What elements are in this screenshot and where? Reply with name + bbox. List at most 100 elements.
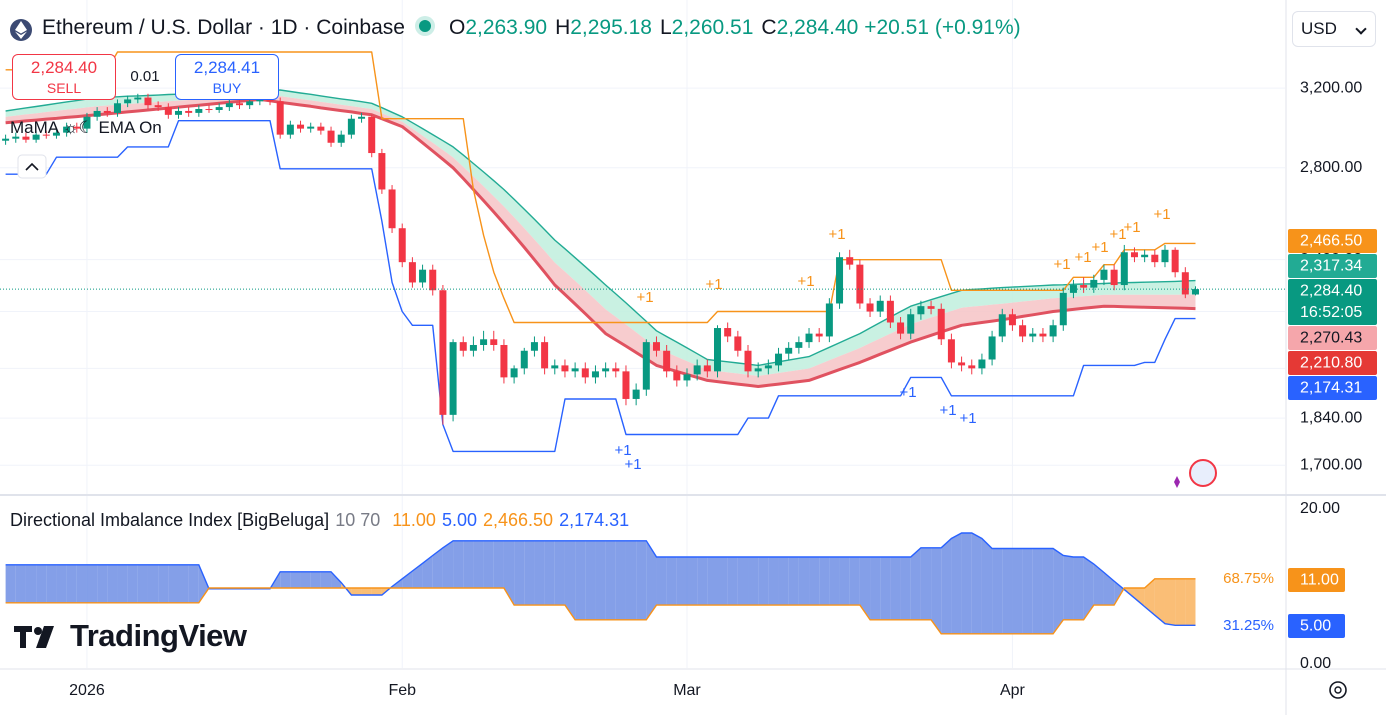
currency-select[interactable]: USD	[1292, 11, 1376, 47]
imbalance-fill	[595, 540, 606, 620]
candle-body	[236, 103, 244, 106]
buy-label: BUY	[212, 80, 242, 96]
imbalance-fill	[788, 557, 799, 606]
price-tag-label: 2,174.31	[1300, 380, 1362, 397]
collapse-button[interactable]	[17, 154, 47, 179]
buy-button[interactable]: 2,284.41 BUY	[175, 54, 279, 100]
imbalance-fill	[544, 540, 555, 606]
y-tick-label: 0.00	[1300, 655, 1331, 672]
candle-body	[632, 389, 640, 399]
imbalance-fill	[575, 540, 586, 620]
imbalance-fill	[798, 557, 810, 606]
candle-body	[52, 132, 60, 136]
imbalance-fill	[483, 540, 494, 589]
symbol: Ethereum / U.S. Dollar · 1D · Coinbase	[42, 16, 405, 39]
candle-body	[500, 344, 508, 378]
imbalance-fill	[778, 557, 789, 606]
buy-price: 2,284.41	[193, 58, 261, 77]
indicator-line	[5, 120, 1196, 453]
candle-body	[602, 368, 610, 372]
candle-body	[1141, 254, 1149, 258]
imbalance-fill	[676, 557, 687, 606]
imbalance-fill	[951, 533, 962, 634]
candle-body	[459, 342, 467, 351]
imbalance-fill	[1053, 548, 1064, 634]
indicator-value: 2,174.31	[559, 510, 630, 530]
imbalance-fill	[1002, 548, 1013, 634]
imbalance-fill	[1022, 548, 1033, 634]
imbalance-fill	[402, 571, 413, 589]
candle-body	[225, 103, 233, 108]
candle-body	[256, 99, 264, 102]
imbalance-fill	[351, 588, 362, 596]
candle-body	[327, 130, 335, 143]
indicator-line	[5, 97, 1196, 388]
candle-body	[551, 365, 559, 369]
imbalance-fill	[686, 557, 698, 606]
price-tag-label: 2,210.80	[1300, 355, 1362, 372]
candle-body	[541, 342, 549, 369]
imbalance-fill	[137, 564, 148, 603]
imbalance-fill	[707, 557, 718, 606]
imbalance-fill	[1042, 548, 1054, 634]
indicator-values: 11.00 5.00 2,466.50 2,174.31	[386, 510, 629, 530]
candle-body	[490, 339, 498, 345]
imbalance-fill	[25, 564, 37, 603]
candle-body	[297, 124, 305, 129]
imbalance-fill	[646, 540, 657, 620]
price-tag	[1288, 351, 1377, 375]
imbalance-fill	[76, 564, 87, 603]
level-label: 31.25%	[1223, 617, 1274, 634]
price-tag-label: 2,466.50	[1300, 233, 1362, 250]
imbalance-fill	[920, 547, 932, 620]
imbalance-fill	[147, 564, 159, 603]
sell-button[interactable]: 2,284.40 SELL	[12, 54, 116, 100]
imbalance-fill	[859, 557, 871, 620]
imbalance-fill	[503, 540, 515, 606]
signal-label: +1	[614, 442, 631, 459]
candle-body	[286, 124, 294, 135]
price-tag-label: 2,270.43	[1300, 330, 1362, 347]
imbalance-fill	[66, 564, 77, 603]
candle-body	[83, 116, 91, 129]
imbalance-fill	[534, 540, 545, 606]
candle-body	[530, 342, 538, 351]
candle-body	[714, 328, 721, 372]
candle-body	[825, 303, 833, 337]
candle-body	[246, 101, 254, 106]
sell-label: SELL	[46, 80, 82, 96]
imbalance-fill	[656, 557, 667, 606]
candle-body	[1161, 249, 1169, 263]
candle-body	[195, 109, 203, 113]
imbalance-fill	[625, 540, 637, 620]
imbalance-fill	[880, 557, 891, 620]
imbalance-fill	[849, 557, 860, 606]
imbalance-fill	[15, 564, 26, 603]
candle-body	[1171, 249, 1179, 273]
imbalance-fill	[890, 557, 901, 620]
grid	[0, 0, 1285, 668]
imbalance-fill	[188, 564, 199, 603]
ohlc-value: 2,295.18	[570, 16, 652, 39]
imbalance-fill	[748, 557, 759, 606]
imbalance-fill	[107, 564, 118, 603]
price-tag	[1288, 376, 1377, 400]
candle-body	[22, 136, 30, 140]
imbalance-fill	[514, 540, 525, 606]
candle-body	[347, 118, 355, 135]
candle-body	[968, 365, 976, 369]
candle-body	[520, 350, 528, 369]
ohlc-value: 2,284.40	[776, 16, 859, 39]
candle-body	[358, 116, 366, 119]
logo-mark	[20, 626, 26, 648]
imbalance-fill	[158, 564, 169, 603]
imbalance-fill	[36, 564, 47, 603]
imbalance-fill	[1164, 578, 1176, 626]
candle-body	[937, 308, 945, 340]
collapse-chevron	[25, 162, 39, 171]
candle-body	[205, 109, 213, 111]
spread: 0.01	[130, 68, 160, 85]
ohlc-key: C	[761, 16, 777, 39]
settings-icon[interactable]	[1329, 681, 1347, 699]
